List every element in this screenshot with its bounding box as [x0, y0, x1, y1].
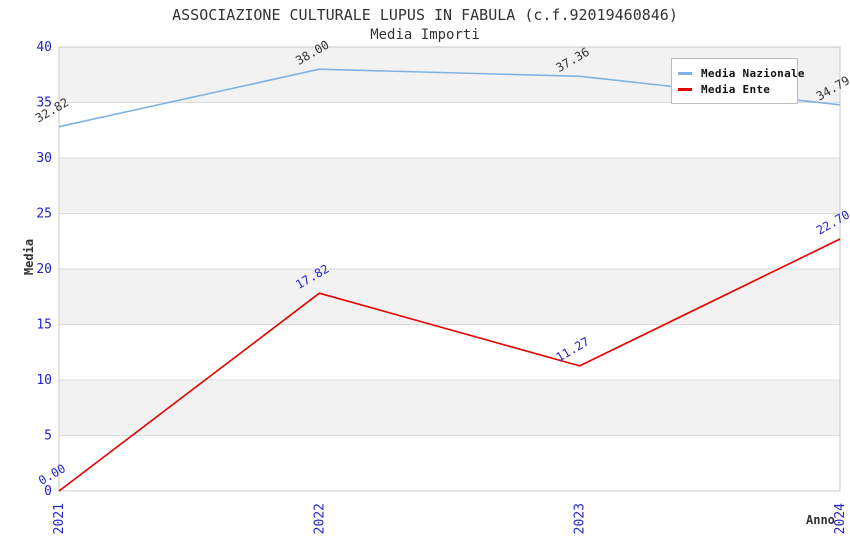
- chart-subtitle: Media Importi: [370, 27, 480, 43]
- y-tick-label: 20: [36, 262, 52, 277]
- data-label: 11.27: [554, 334, 592, 364]
- x-tick-label: 2023: [573, 503, 588, 534]
- chart-title: ASSOCIAZIONE CULTURALE LUPUS IN FABULA (…: [172, 6, 678, 24]
- series-line-ente: [58, 238, 841, 492]
- y-axis-title: Media: [22, 238, 36, 276]
- y-tick-label: 15: [36, 318, 52, 333]
- y-tick-label: 10: [36, 373, 52, 388]
- x-axis-title: Anno: [806, 513, 835, 527]
- x-tick-label: 2024: [833, 503, 848, 534]
- legend: Media Nazionale Media Ente: [671, 58, 805, 104]
- plot-band: [59, 269, 840, 325]
- legend-label: Media Ente: [701, 82, 771, 96]
- y-tick-label: 30: [36, 151, 52, 166]
- data-label: 0.00: [36, 461, 68, 488]
- x-tick-label: 2021: [52, 503, 67, 534]
- x-tick-label: 2022: [312, 503, 327, 534]
- y-tick-label: 25: [36, 207, 52, 222]
- y-tick-label: 40: [36, 40, 52, 55]
- legend-line-swatch-nazionale: [678, 71, 692, 75]
- legend-label: Media Nazionale: [701, 66, 805, 80]
- y-tick-label: 35: [36, 96, 52, 111]
- legend-item-media-ente: Media Ente: [678, 81, 797, 97]
- legend-item-media-nazionale: Media Nazionale: [678, 65, 805, 81]
- y-tick-label: 5: [44, 429, 52, 444]
- plot-border: [58, 46, 841, 492]
- y-tick-label: 0: [44, 484, 52, 499]
- plot-band: [59, 158, 840, 214]
- legend-line-swatch-ente: [678, 87, 692, 91]
- plot-band: [59, 380, 840, 436]
